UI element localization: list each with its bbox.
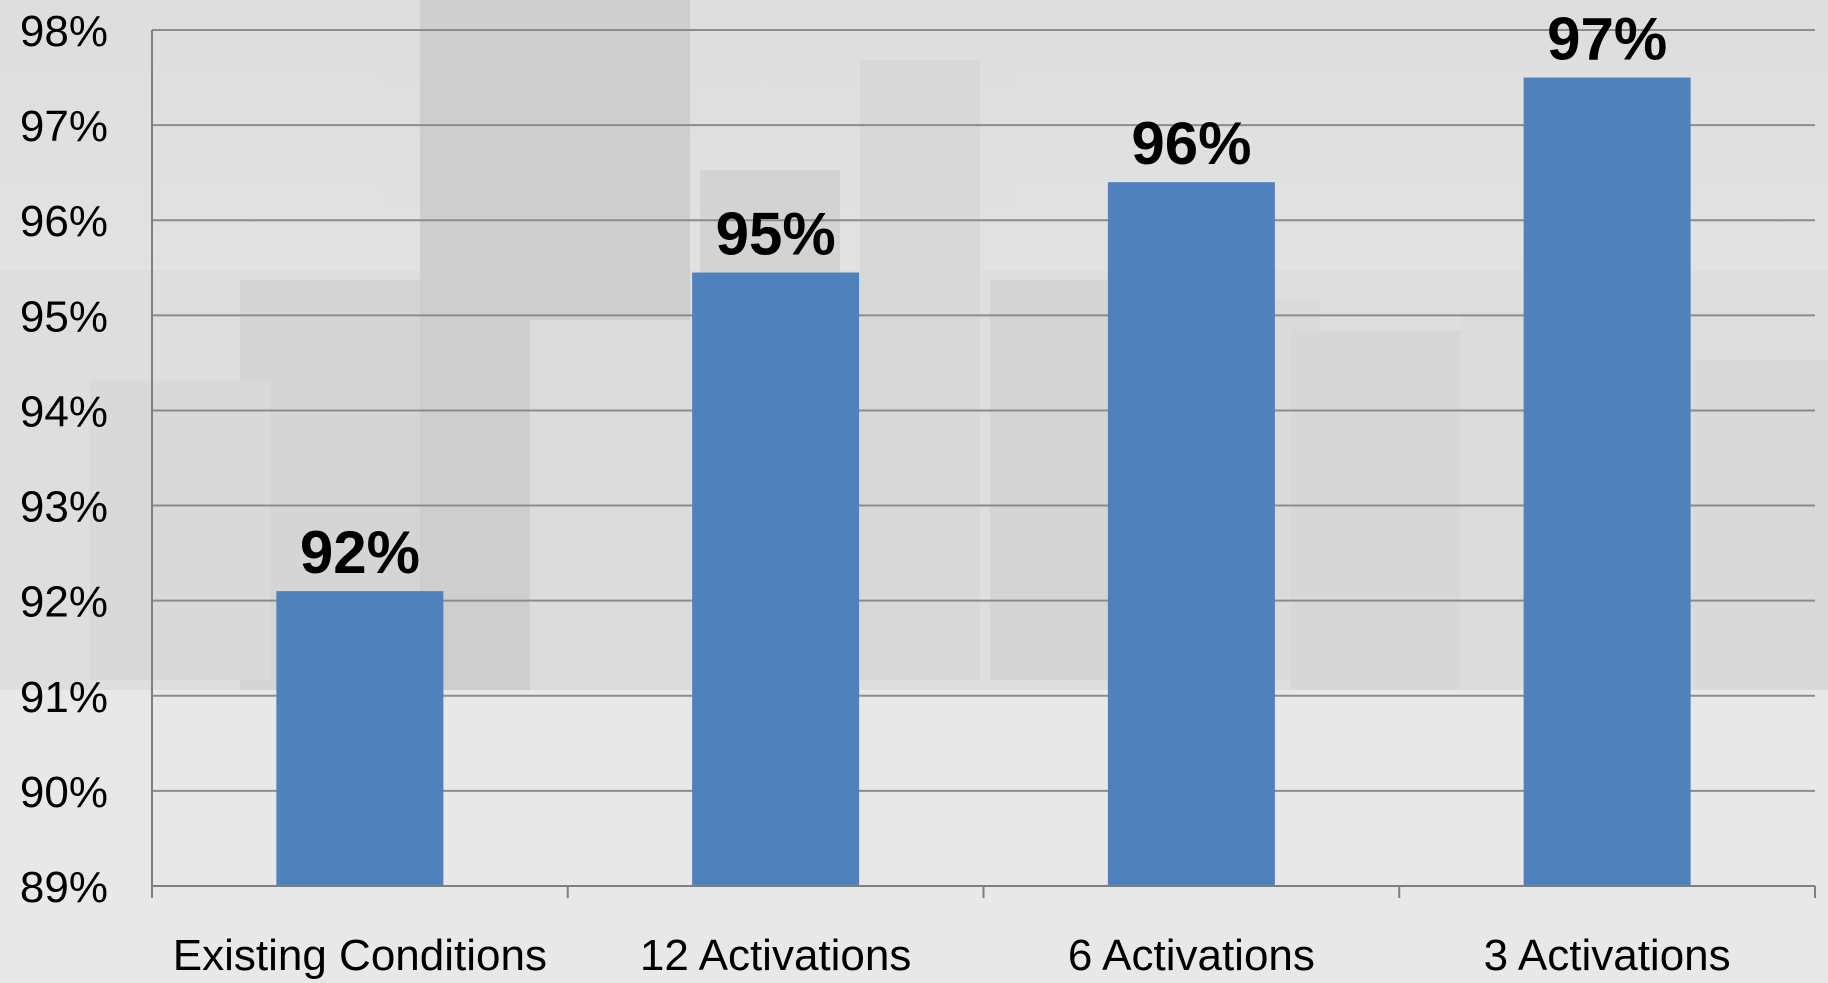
axes [151,30,1816,898]
x-tick-label: 12 Activations [640,931,912,980]
y-tick-label: 94% [20,387,108,436]
y-tick-label: 95% [20,292,108,341]
labels: 89% 90% 91% 92% 93% 94% 95% 96% 97% 98% 92% Existin… [20,6,1731,980]
bar [692,272,860,886]
y-tick-label: 90% [20,768,108,817]
bar [1107,182,1275,886]
x-tick-label: Existing Conditions [173,931,547,980]
y-tick-label: 91% [20,673,108,722]
data-label: 96% [1131,110,1251,177]
x-tick-label: 3 Activations [1484,931,1731,980]
y-tick-label: 93% [20,483,108,532]
data-label: 95% [716,201,836,268]
y-tick-label: 98% [20,7,108,56]
y-tick-label: 96% [20,197,108,246]
y-tick-label: 92% [20,578,108,627]
bar [276,591,444,886]
x-tick-label: 6 Activations [1068,931,1315,980]
bar [1523,77,1691,887]
data-label: 92% [300,519,420,586]
bars [276,77,1691,887]
data-label: 97% [1547,6,1667,73]
y-tick-label: 97% [20,102,108,151]
y-tick-label: 89% [20,863,108,912]
